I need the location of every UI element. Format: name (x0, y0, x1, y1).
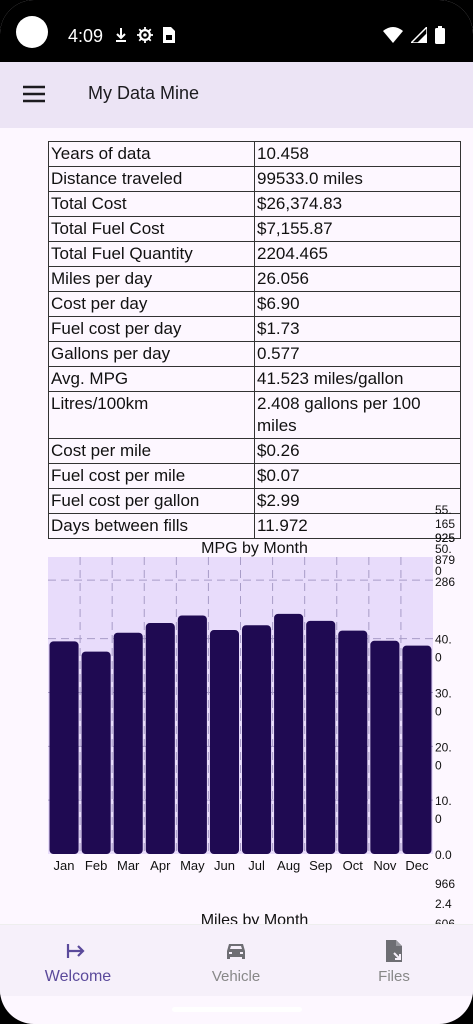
menu-icon[interactable] (22, 82, 46, 106)
y-tick-label-upper: 925 (435, 531, 455, 545)
y-tick-label-top: 165 (435, 517, 455, 531)
stat-value: $7,155.87 (254, 216, 461, 242)
stats-table: Years of data 10.458 Distance traveled 9953… (48, 141, 461, 539)
car-icon (227, 944, 245, 959)
bar-apr (145, 623, 175, 854)
bar-jun (209, 630, 239, 854)
x-tick-label: Nov (373, 858, 397, 873)
table-row: Days between fills 11.972 (48, 513, 461, 539)
x-tick-label: Jul (248, 858, 265, 873)
stat-value: $6.90 (254, 291, 461, 317)
x-tick-label: Apr (150, 858, 171, 873)
table-row: Litres/100km 2.408 gallons per 100 miles (48, 391, 461, 439)
y-tick-label-upper: 879 (435, 553, 455, 567)
y-tick-label: 0 (435, 812, 442, 826)
bar-jan (49, 641, 79, 854)
stat-value: 11.972 (254, 513, 461, 539)
table-row: Avg. MPG 41.523 miles/gallon (48, 366, 461, 392)
app-title: My Data Mine (88, 83, 200, 103)
table-row: Total Fuel Cost $7,155.87 (48, 216, 461, 242)
stat-value: $2.99 (254, 488, 461, 514)
x-tick-label: Dec (405, 858, 429, 873)
bar-dec (402, 645, 432, 854)
nav-welcome-label: Welcome (44, 968, 112, 985)
x-tick-label: Mar (117, 858, 140, 873)
bar-aug (274, 613, 304, 854)
miles-chart-y-tick-label: 606 (435, 917, 455, 924)
x-tick-label: Sep (309, 858, 332, 873)
mpg-by-month-chart: Jan Feb Mar Apr May Jun Jul Aug Sep Oct Nov Dec55.1… (48, 503, 455, 924)
y-tick-label: 10. (435, 794, 452, 808)
x-tick-label: Aug (277, 858, 300, 873)
y-tick-label-top: 55. (435, 503, 452, 517)
x-tick-label: May (180, 858, 205, 873)
table-row: Cost per day $6.90 (48, 291, 461, 317)
sim-card-icon (163, 27, 175, 43)
bar-mar (113, 632, 143, 854)
y-tick-label: 0 (435, 651, 442, 665)
stat-value: 2.408 gallons per 100 miles (254, 391, 461, 439)
camera-cutout (16, 16, 48, 48)
arrow-right-to-line-icon (66, 944, 85, 958)
chart-title-miles: Miles by Month (200, 912, 309, 924)
stat-label: Total Fuel Quantity (48, 241, 255, 267)
nav-vehicle-label: Vehicle (211, 968, 261, 985)
y-tick-label-upper: 0 (435, 564, 442, 578)
stat-label: Fuel cost per day (48, 316, 255, 342)
miles-chart-y-tick-label: 2.4 (435, 897, 452, 911)
miles-chart-y-tick-label: 966 (435, 877, 455, 891)
y-tick-label: 0.0 (435, 848, 452, 862)
stat-label: Days between fills (48, 513, 255, 539)
y-tick-label: 0 (435, 704, 442, 718)
bar-oct (338, 630, 368, 854)
nav-files-label: Files (378, 968, 410, 985)
y-tick-label: 30. (435, 686, 452, 700)
y-tick-label-upper: 50. (435, 542, 452, 556)
battery-icon (435, 26, 445, 44)
home-indicator[interactable] (172, 1007, 302, 1012)
stat-label: Miles per day (48, 266, 255, 292)
stat-value: 10.458 (254, 141, 461, 167)
x-tick-label: Oct (343, 858, 364, 873)
y-tick-label: 0 (435, 758, 442, 772)
bar-jul (242, 625, 272, 854)
nav-vehicle[interactable]: Vehicle (166, 925, 306, 997)
table-row: Fuel cost per gallon $2.99 (48, 488, 461, 514)
table-row: Cost per mile $0.26 (48, 438, 461, 464)
y-tick-label-upper: 286 (435, 575, 455, 589)
y-tick-label-top: 925 (435, 531, 455, 545)
stat-value: 41.523 miles/gallon (254, 366, 461, 392)
table-row: Distance traveled 99533.0 miles (48, 166, 461, 192)
bar-sep (306, 620, 336, 854)
table-row: Fuel cost per day $1.73 (48, 316, 461, 342)
x-tick-label: Feb (85, 858, 107, 873)
file-icon (386, 940, 402, 962)
status-time: 4:09 (68, 26, 104, 46)
signal-icon (411, 27, 427, 43)
table-row: Years of data 10.458 (48, 141, 461, 167)
nav-files[interactable]: Files (324, 925, 464, 997)
download-icon (116, 28, 126, 42)
nav-welcome[interactable]: Welcome (8, 925, 148, 997)
stat-label: Cost per day (48, 291, 255, 317)
main-content[interactable]: Years of data 10.458 Distance traveled 9953… (0, 128, 473, 924)
bar-feb (81, 651, 111, 854)
settings-icon (137, 27, 153, 43)
bar-nov (370, 640, 400, 854)
chart-title-mpg: MPG by Month (201, 540, 308, 557)
bar-may (177, 615, 207, 854)
stat-label: Litres/100km (48, 391, 255, 439)
app-bar: My Data Mine (0, 62, 473, 128)
y-tick-label: 20. (435, 740, 452, 754)
stat-label: Cost per mile (48, 438, 255, 464)
y-tick-label: 40. (435, 633, 452, 647)
bottom-navigation: Welcome Vehicle Files (0, 924, 473, 996)
x-tick-label: Jun (214, 858, 235, 873)
x-tick-label: Jan (54, 858, 75, 873)
stat-label: Fuel cost per gallon (48, 488, 255, 514)
stat-label: Avg. MPG (48, 366, 255, 392)
wifi-icon (383, 27, 403, 43)
status-bar: 4:09 (0, 0, 473, 62)
